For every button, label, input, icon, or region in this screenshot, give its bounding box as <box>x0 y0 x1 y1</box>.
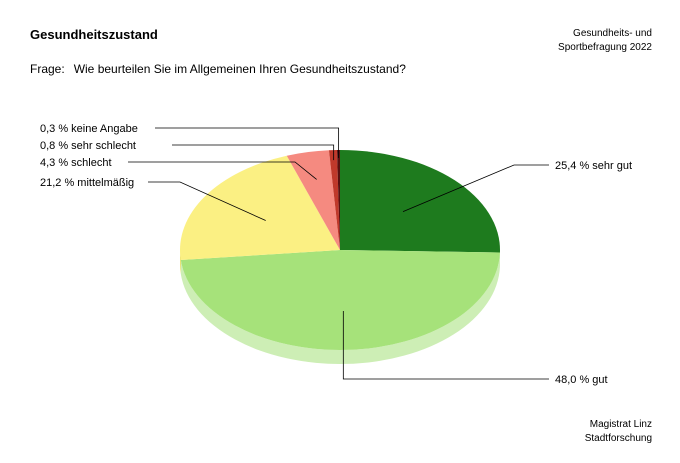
pie-slice-sehr-schlecht <box>328 150 340 250</box>
survey-info: Gesundheits- und Sportbefragung 2022 <box>558 27 652 55</box>
question: Frage: Wie beurteilen Sie im Allgemeinen … <box>30 62 415 76</box>
footer-line-1: Magistrat Linz <box>589 419 652 430</box>
chart-title: Gesundheitszustand <box>30 27 158 42</box>
pie-slice-gut <box>180 250 500 350</box>
question-text: Wie beurteilen Sie im Allgemeinen Ihren … <box>73 62 406 76</box>
leader-line-gut <box>342 310 549 380</box>
leader-line-sehr-gut <box>402 164 549 212</box>
pie-labels: 25,4 % sehr gut 48,0 % gut 21,2 % mittelmä… <box>40 123 632 386</box>
leader-line-mittelmaessig <box>148 181 266 221</box>
label-gut: 48,0 % gut <box>555 374 608 386</box>
pie-side-mittelmaessig <box>180 250 181 275</box>
pie-slice-mittelmaessig <box>180 155 340 261</box>
label-sehr-schlecht: 0,8 % sehr schlecht <box>40 140 136 152</box>
label-sehr-gut: 25,4 % sehr gut <box>555 160 632 172</box>
leader-line-schlecht <box>128 161 317 180</box>
question-prefix: Frage: <box>30 62 65 76</box>
label-schlecht: 4,3 % schlecht <box>40 157 112 169</box>
pie-slice-sehr-gut <box>340 150 501 253</box>
label-mittelmaessig: 21,2 % mittelmäßig <box>40 177 134 189</box>
pie-slice-keine-angabe <box>336 150 340 250</box>
survey-line-1: Gesundheits- und <box>573 28 652 39</box>
pie-sides <box>180 250 500 364</box>
footer: Magistrat Linz Stadtforschung <box>585 418 652 446</box>
pie-slice-schlecht <box>286 150 340 250</box>
pie-top <box>180 150 501 350</box>
label-keine-angabe: 0,3 % keine Angabe <box>40 123 138 135</box>
leader-line-sehr-schlecht <box>172 144 335 161</box>
leader-line-keine-angabe <box>155 127 340 159</box>
footer-line-2: Stadtforschung <box>584 433 652 444</box>
survey-line-2: Sportbefragung 2022 <box>558 42 652 53</box>
